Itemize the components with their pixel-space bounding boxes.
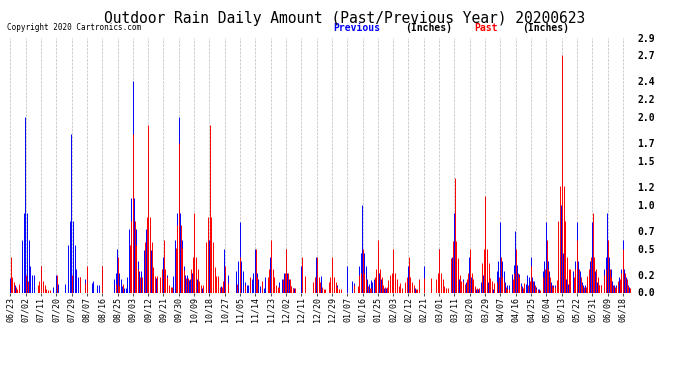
Text: (Inches): (Inches) <box>522 24 569 33</box>
Text: Outdoor Rain Daily Amount (Past/Previous Year) 20200623: Outdoor Rain Daily Amount (Past/Previous… <box>104 11 586 26</box>
Text: Copyright 2020 Cartronics.com: Copyright 2020 Cartronics.com <box>7 24 141 33</box>
Text: Past: Past <box>475 24 498 33</box>
Text: Previous: Previous <box>333 24 380 33</box>
Text: (Inches): (Inches) <box>406 24 453 33</box>
